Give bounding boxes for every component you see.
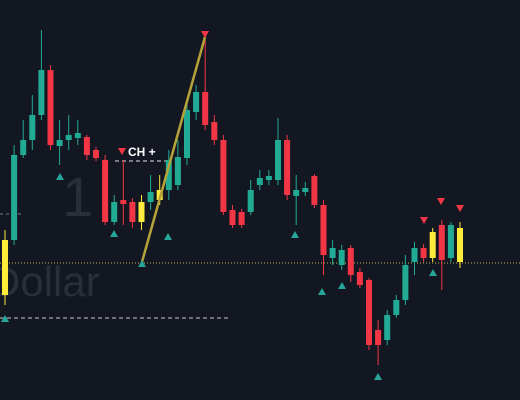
candle-body [93, 150, 99, 158]
candle-body [457, 228, 463, 262]
candle-body [420, 248, 427, 258]
candle-body [120, 200, 127, 204]
candle-body [229, 210, 236, 225]
candle-body [275, 140, 281, 180]
annotation: CH + [128, 145, 156, 159]
buy-signal [291, 231, 299, 238]
candle-body [402, 265, 409, 300]
watermark-number: 1 [62, 165, 93, 228]
candle-body [375, 330, 382, 345]
buy-signals [1, 173, 437, 380]
candle-body [111, 202, 118, 222]
buy-signal [164, 233, 172, 240]
candle-body [38, 70, 45, 115]
candle-body [74, 133, 81, 138]
candle-body [220, 140, 227, 212]
candle-body [65, 135, 72, 140]
candle-body [284, 140, 291, 195]
buy-signal [1, 315, 9, 322]
candle-body [211, 122, 218, 140]
candle-body [311, 176, 318, 205]
buy-signal [56, 173, 64, 180]
buy-signal [338, 282, 346, 289]
sell-signal [437, 198, 445, 205]
candle-body [302, 188, 309, 192]
candle-body [165, 160, 172, 190]
buy-signal [374, 373, 382, 380]
candle-body [2, 240, 8, 295]
sell-signal [456, 205, 464, 212]
candle-body [384, 315, 391, 340]
candle-body [320, 205, 327, 255]
candle-body [411, 248, 418, 262]
candle-body [256, 178, 263, 185]
sell-signal [201, 31, 209, 38]
candle-body [193, 92, 200, 112]
candle-body [83, 137, 90, 155]
candle-body [20, 140, 27, 155]
candle-body [11, 155, 18, 240]
candle-body [102, 160, 109, 222]
sell-signals [118, 31, 464, 224]
sell-signal [420, 217, 428, 224]
buy-signal [110, 230, 118, 237]
candle-body [129, 202, 136, 222]
candle-body [138, 202, 145, 222]
candle-body [56, 140, 63, 146]
watermark-text: Dollar [0, 258, 100, 305]
candles [2, 30, 463, 365]
candle-body [356, 272, 363, 285]
trend-line [140, 36, 207, 263]
candle-body [366, 280, 372, 345]
candle-body [293, 190, 300, 196]
candle-body [347, 248, 354, 275]
candle-body [329, 248, 336, 258]
candle-body [429, 232, 436, 258]
candle-body [447, 225, 454, 258]
buy-signal [429, 269, 437, 276]
candle-body [438, 225, 445, 260]
candle-body [238, 212, 245, 225]
candle-body [147, 192, 154, 202]
candle-body [174, 157, 181, 185]
candle-body [47, 70, 54, 145]
candle-body [184, 110, 190, 158]
buy-signal [138, 260, 146, 267]
candle-body [265, 176, 272, 180]
candle-body [393, 300, 400, 315]
candle-body [338, 250, 345, 265]
buy-signal [318, 288, 326, 295]
sell-signal [118, 148, 126, 155]
candle-body [247, 190, 254, 212]
candle-body [202, 92, 209, 125]
candle-body [29, 115, 36, 140]
